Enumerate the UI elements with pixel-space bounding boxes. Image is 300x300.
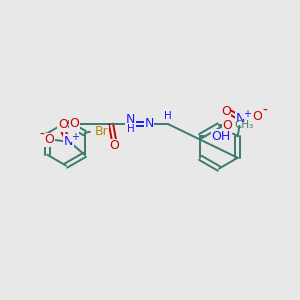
Text: OH: OH — [212, 130, 231, 143]
Text: N: N — [126, 113, 135, 126]
Text: -: - — [262, 104, 267, 118]
Text: N: N — [64, 135, 73, 148]
Text: O: O — [45, 133, 55, 146]
Text: O: O — [109, 139, 119, 152]
Text: O: O — [58, 118, 68, 131]
Text: N: N — [144, 117, 154, 130]
Text: -: - — [40, 128, 44, 141]
Text: +: + — [71, 132, 79, 142]
Text: O: O — [221, 105, 231, 118]
Text: +: + — [243, 109, 251, 119]
Text: O: O — [70, 117, 79, 130]
Text: O: O — [252, 110, 262, 123]
Text: Br: Br — [94, 125, 108, 138]
Text: O: O — [223, 119, 232, 132]
Text: H: H — [127, 124, 134, 134]
Text: H: H — [164, 111, 172, 122]
Text: N: N — [236, 112, 245, 125]
Text: CH₃: CH₃ — [234, 120, 254, 130]
